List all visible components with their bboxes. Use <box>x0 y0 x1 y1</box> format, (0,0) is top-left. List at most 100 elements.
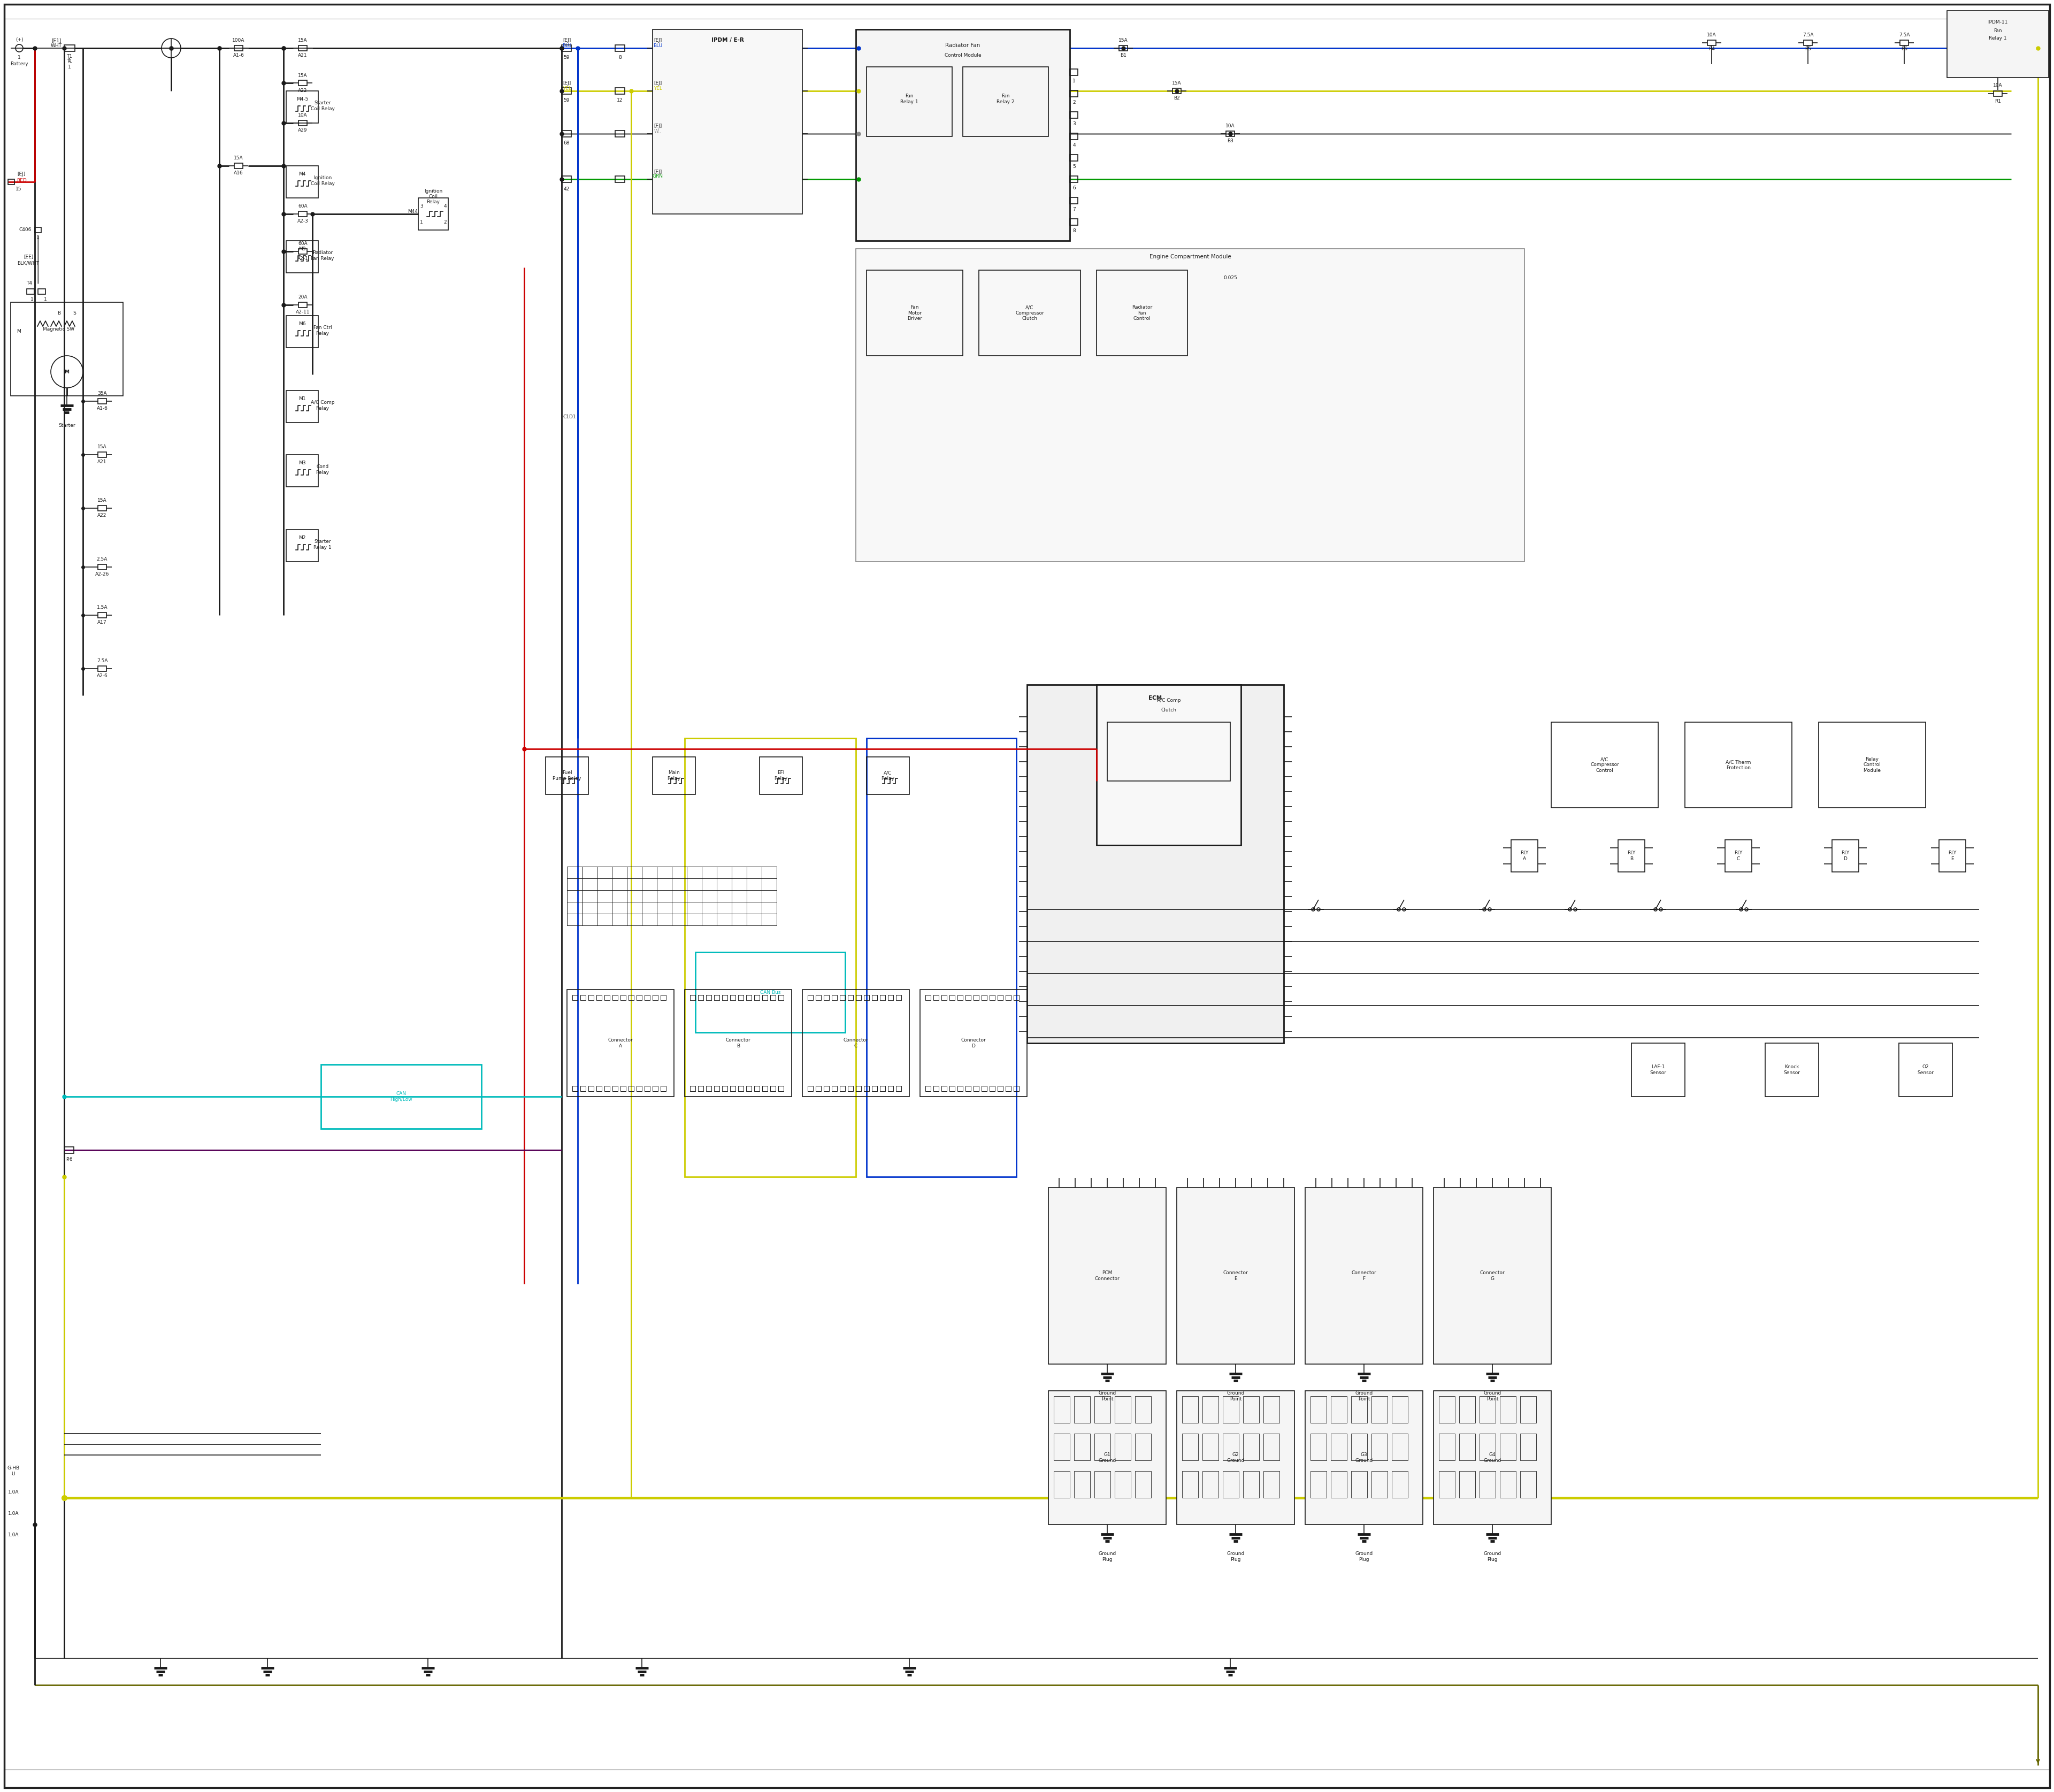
Bar <box>686 901 702 914</box>
Text: A17: A17 <box>97 620 107 625</box>
Text: 7.5A: 7.5A <box>97 659 107 663</box>
Text: G2
Ground: G2 Ground <box>1226 1453 1245 1462</box>
Bar <box>1304 1391 1423 1525</box>
Bar <box>581 867 598 878</box>
Text: Ground
Plug: Ground Plug <box>1356 1552 1372 1563</box>
Bar <box>567 901 581 914</box>
Text: C1D1: C1D1 <box>563 414 577 419</box>
Bar <box>737 1086 744 1091</box>
Text: Ground
Point: Ground Point <box>1483 1391 1501 1401</box>
Bar <box>857 995 861 1000</box>
Bar <box>1173 88 1181 93</box>
Bar <box>581 914 598 925</box>
Text: 2: 2 <box>444 220 446 224</box>
Text: 68: 68 <box>563 142 569 145</box>
Text: B        S: B S <box>58 310 76 315</box>
Text: RLY
E: RLY E <box>1949 851 1957 862</box>
Text: BLK/WHT: BLK/WHT <box>16 262 39 265</box>
Bar <box>778 995 785 1000</box>
Bar <box>1070 219 1078 226</box>
Bar <box>612 995 618 1000</box>
Bar <box>614 131 624 136</box>
Bar <box>731 914 748 925</box>
Text: 60A: 60A <box>298 242 308 246</box>
Bar <box>941 995 947 1000</box>
Text: Radiator
Fan Relay: Radiator Fan Relay <box>310 251 335 262</box>
Text: O2
Sensor: O2 Sensor <box>1916 1064 1935 1075</box>
Text: [EJ]: [EJ] <box>653 81 661 86</box>
Bar <box>974 995 980 1000</box>
Bar <box>1115 1396 1132 1423</box>
Bar <box>1707 39 1715 45</box>
Bar <box>865 995 869 1000</box>
Bar <box>1551 722 1658 808</box>
Text: M: M <box>64 369 70 375</box>
Bar <box>604 1086 610 1091</box>
Text: M6: M6 <box>298 321 306 326</box>
Bar <box>1939 840 1966 873</box>
Text: Fan: Fan <box>1994 29 2003 34</box>
Bar <box>546 756 587 794</box>
Bar <box>561 131 571 136</box>
Bar <box>762 891 776 901</box>
Text: 15A: 15A <box>234 156 242 161</box>
Bar <box>1202 1471 1218 1498</box>
Bar <box>653 756 696 794</box>
Bar <box>1107 722 1230 781</box>
Bar <box>737 995 744 1000</box>
Text: 42: 42 <box>563 186 569 192</box>
Bar <box>1177 1188 1294 1364</box>
Bar <box>614 45 624 52</box>
Text: W..: W.. <box>655 129 661 133</box>
Bar <box>1331 1396 1347 1423</box>
Text: CAN Bus: CAN Bus <box>760 989 781 995</box>
Bar <box>949 995 955 1000</box>
Text: Connector
G: Connector G <box>1479 1271 1506 1281</box>
Text: A/C
Compressor
Clutch: A/C Compressor Clutch <box>1015 305 1043 321</box>
Bar <box>8 179 14 185</box>
Bar <box>612 1086 618 1091</box>
Bar <box>1304 1188 1423 1364</box>
Bar <box>1027 685 1284 1043</box>
Bar <box>887 1086 893 1091</box>
Text: A16: A16 <box>234 170 242 176</box>
Text: R4: R4 <box>1709 47 1715 52</box>
Text: [EJ]: [EJ] <box>563 81 571 86</box>
Bar <box>657 867 672 878</box>
Text: 12: 12 <box>616 99 622 102</box>
Bar <box>702 867 717 878</box>
Bar <box>1054 1396 1070 1423</box>
Bar <box>762 1086 768 1091</box>
Bar <box>1684 722 1791 808</box>
Text: 8: 8 <box>618 56 622 61</box>
Text: Ignition: Ignition <box>423 190 442 194</box>
Bar <box>1818 722 1927 808</box>
Text: 59: 59 <box>563 99 569 102</box>
Bar <box>957 1086 963 1091</box>
Bar <box>871 1086 877 1091</box>
Bar <box>1310 1434 1327 1460</box>
Bar <box>598 914 612 925</box>
Bar <box>684 989 791 1097</box>
Bar <box>707 995 711 1000</box>
Bar <box>35 228 41 233</box>
Text: A2-26: A2-26 <box>94 572 109 577</box>
Text: A22: A22 <box>298 88 308 93</box>
Bar <box>99 667 107 672</box>
Bar <box>1074 1471 1091 1498</box>
Bar <box>754 1086 760 1091</box>
Bar <box>653 29 803 213</box>
Bar <box>865 1086 869 1091</box>
Text: T4: T4 <box>27 281 33 287</box>
Bar <box>637 1086 641 1091</box>
Bar <box>824 995 830 1000</box>
Bar <box>746 1086 752 1091</box>
Bar <box>1222 1471 1239 1498</box>
Bar <box>573 1086 577 1091</box>
Bar <box>1263 1396 1280 1423</box>
Bar <box>661 995 665 1000</box>
Bar <box>867 271 963 357</box>
Bar <box>731 867 748 878</box>
Bar <box>1331 1434 1347 1460</box>
Bar <box>419 197 448 229</box>
